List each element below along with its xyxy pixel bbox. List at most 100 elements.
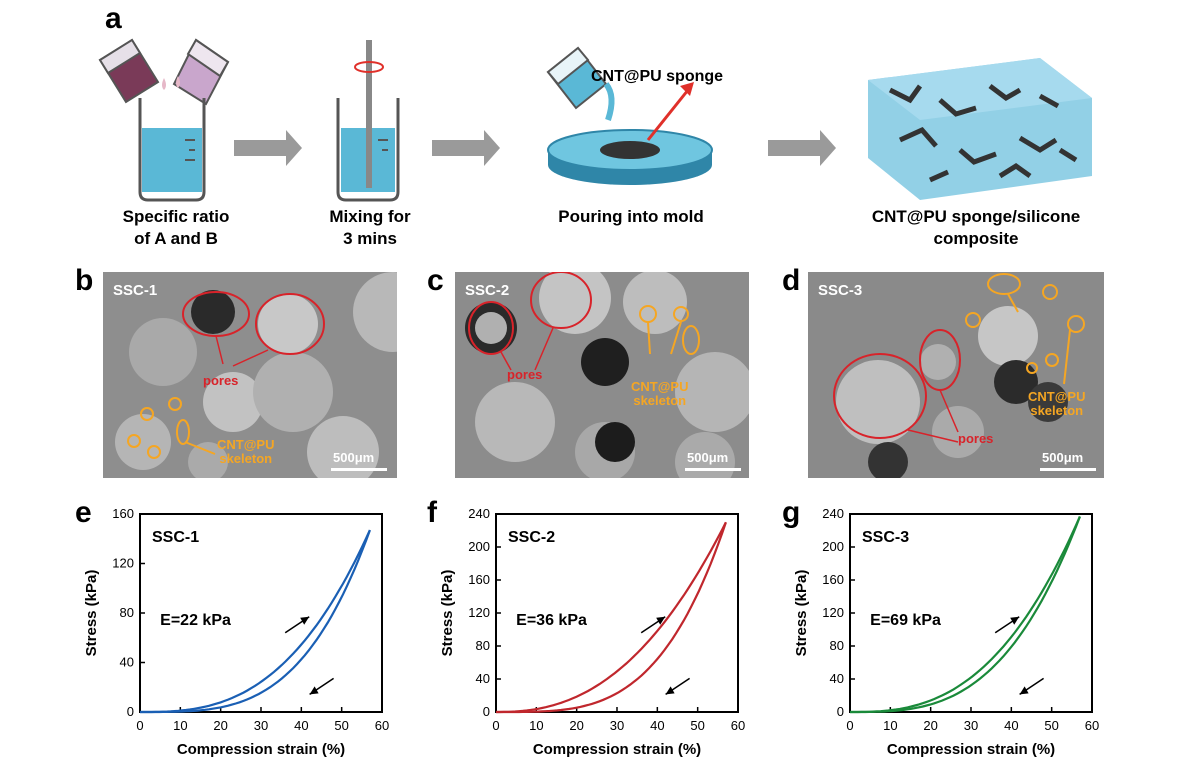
x-tick-label: 50 <box>1044 718 1058 733</box>
y-tick-label: 40 <box>830 671 844 686</box>
modulus-annotation: E=22 kPa <box>160 612 231 629</box>
x-tick-label: 30 <box>610 718 624 733</box>
x-axis-label: Compression strain (%) <box>177 741 345 758</box>
skeleton-line1: CNT@PU <box>217 437 275 452</box>
y-tick-label: 0 <box>837 704 844 719</box>
panel-label-f: f <box>427 496 437 529</box>
y-tick-label: 240 <box>822 506 844 521</box>
y-tick-label: 40 <box>120 655 134 670</box>
x-tick-label: 40 <box>1004 718 1018 733</box>
pores-label: pores <box>507 367 543 382</box>
skeleton-label: CNT@PU skeleton <box>1028 390 1085 418</box>
y-tick-label: 120 <box>822 605 844 620</box>
chart-title: SSC-1 <box>152 529 199 546</box>
x-tick-label: 60 <box>1085 718 1099 733</box>
y-tick-label: 160 <box>112 506 134 521</box>
x-tick-label: 30 <box>964 718 978 733</box>
mold-icon <box>546 46 713 185</box>
sem-image-ssc1: SSC-1 pores CNT@PU skeleton 500μm <box>103 272 397 478</box>
pores-label: pores <box>958 431 994 446</box>
panel-label-a: a <box>105 2 122 35</box>
y-tick-label: 80 <box>120 605 134 620</box>
sem-image-ssc2: SSC-2 pores CNT@PU skeleton 500μm <box>455 272 749 478</box>
y-tick-label: 240 <box>468 506 490 521</box>
sem-image-ssc3: SSC-3 pores CNT@PU skeleton 500μm <box>808 272 1104 478</box>
panel-label-e: e <box>75 496 92 529</box>
mixing-beaker-icon <box>336 40 400 202</box>
loading-arrowhead <box>656 616 666 625</box>
x-tick-label: 10 <box>529 718 543 733</box>
skeleton-line2: skeleton <box>1030 403 1084 418</box>
step-1-line1: Specific ratio <box>122 207 230 226</box>
unloading-curve <box>496 521 727 714</box>
panel-label-d: d <box>782 264 801 297</box>
scale-label: 500μm <box>1042 450 1084 465</box>
main-beaker-icon <box>138 98 206 202</box>
scale-label: 500μm <box>333 450 375 465</box>
y-tick-label: 80 <box>830 638 844 653</box>
y-tick-label: 160 <box>822 572 844 587</box>
step-3-caption: Pouring into mold <box>536 206 726 228</box>
scale-bar <box>685 468 741 471</box>
loading-curve <box>496 521 727 714</box>
step-1-caption: Specific ratio of A and B <box>96 206 256 250</box>
loading-arrowhead <box>1010 616 1020 625</box>
scale-bar <box>331 468 387 471</box>
step-2-caption: Mixing for 3 mins <box>300 206 440 250</box>
x-tick-label: 60 <box>731 718 745 733</box>
pores-label: pores <box>203 373 239 388</box>
y-axis-label: Stress (kPa) <box>83 570 100 657</box>
y-tick-label: 160 <box>468 572 490 587</box>
unloading-arrowhead <box>665 686 675 695</box>
composite-block-icon <box>868 58 1092 200</box>
x-axis-label: Compression strain (%) <box>533 741 701 758</box>
x-tick-label: 0 <box>492 718 499 733</box>
step-4-line2: composite <box>933 229 1019 248</box>
x-tick-label: 20 <box>923 718 937 733</box>
skeleton-label: CNT@PU skeleton <box>631 380 688 408</box>
x-axis-label: Compression strain (%) <box>887 741 1055 758</box>
unloading-arrowhead <box>1019 686 1029 695</box>
skeleton-line1: CNT@PU <box>631 379 689 394</box>
y-axis-label: Stress (kPa) <box>793 570 810 657</box>
step-3-line1: Pouring into mold <box>558 207 704 226</box>
x-tick-label: 50 <box>690 718 704 733</box>
y-tick-label: 120 <box>468 605 490 620</box>
beaker-a-icon <box>98 38 160 104</box>
sem-title: SSC-1 <box>113 282 158 299</box>
y-tick-label: 0 <box>127 704 134 719</box>
x-tick-label: 20 <box>569 718 583 733</box>
stress-strain-chart-ssc2: 0 10 20 30 40 50 60 0 40 80 120 160 200 240 Compressio… <box>439 506 745 758</box>
x-tick-label: 20 <box>213 718 227 733</box>
sem-title: SSC-2 <box>465 282 510 299</box>
step-1-line2: of A and B <box>134 229 218 248</box>
skeleton-line2: skeleton <box>633 393 687 408</box>
step-4-line1: CNT@PU sponge/silicone <box>871 207 1081 226</box>
step-2-line2: 3 mins <box>343 229 397 248</box>
x-tick-label: 40 <box>294 718 308 733</box>
x-tick-label: 10 <box>173 718 187 733</box>
unloading-curve <box>850 516 1081 714</box>
x-tick-label: 0 <box>846 718 853 733</box>
skeleton-line2: skeleton <box>219 451 273 466</box>
loading-arrowhead <box>300 616 310 625</box>
y-tick-label: 80 <box>476 638 490 653</box>
x-tick-label: 50 <box>334 718 348 733</box>
unloading-curve <box>140 529 371 714</box>
y-axis-label: Stress (kPa) <box>439 570 456 657</box>
modulus-annotation: E=69 kPa <box>870 612 941 629</box>
x-tick-label: 0 <box>136 718 143 733</box>
scale-bar <box>1040 468 1096 471</box>
step-2-line1: Mixing for <box>329 207 411 226</box>
x-tick-label: 60 <box>375 718 389 733</box>
scale-label: 500μm <box>687 450 729 465</box>
modulus-annotation: E=36 kPa <box>516 612 587 629</box>
sem-title: SSC-3 <box>818 282 863 299</box>
x-tick-label: 40 <box>650 718 664 733</box>
unloading-arrowhead <box>309 686 319 695</box>
stress-strain-chart-ssc1: 0 10 20 30 40 50 60 0 40 80 120 160 Compression stra… <box>83 506 389 758</box>
y-tick-label: 200 <box>468 539 490 554</box>
chart-title: SSC-3 <box>862 529 909 546</box>
step-4-caption: CNT@PU sponge/silicone composite <box>846 206 1106 250</box>
y-tick-label: 200 <box>822 539 844 554</box>
